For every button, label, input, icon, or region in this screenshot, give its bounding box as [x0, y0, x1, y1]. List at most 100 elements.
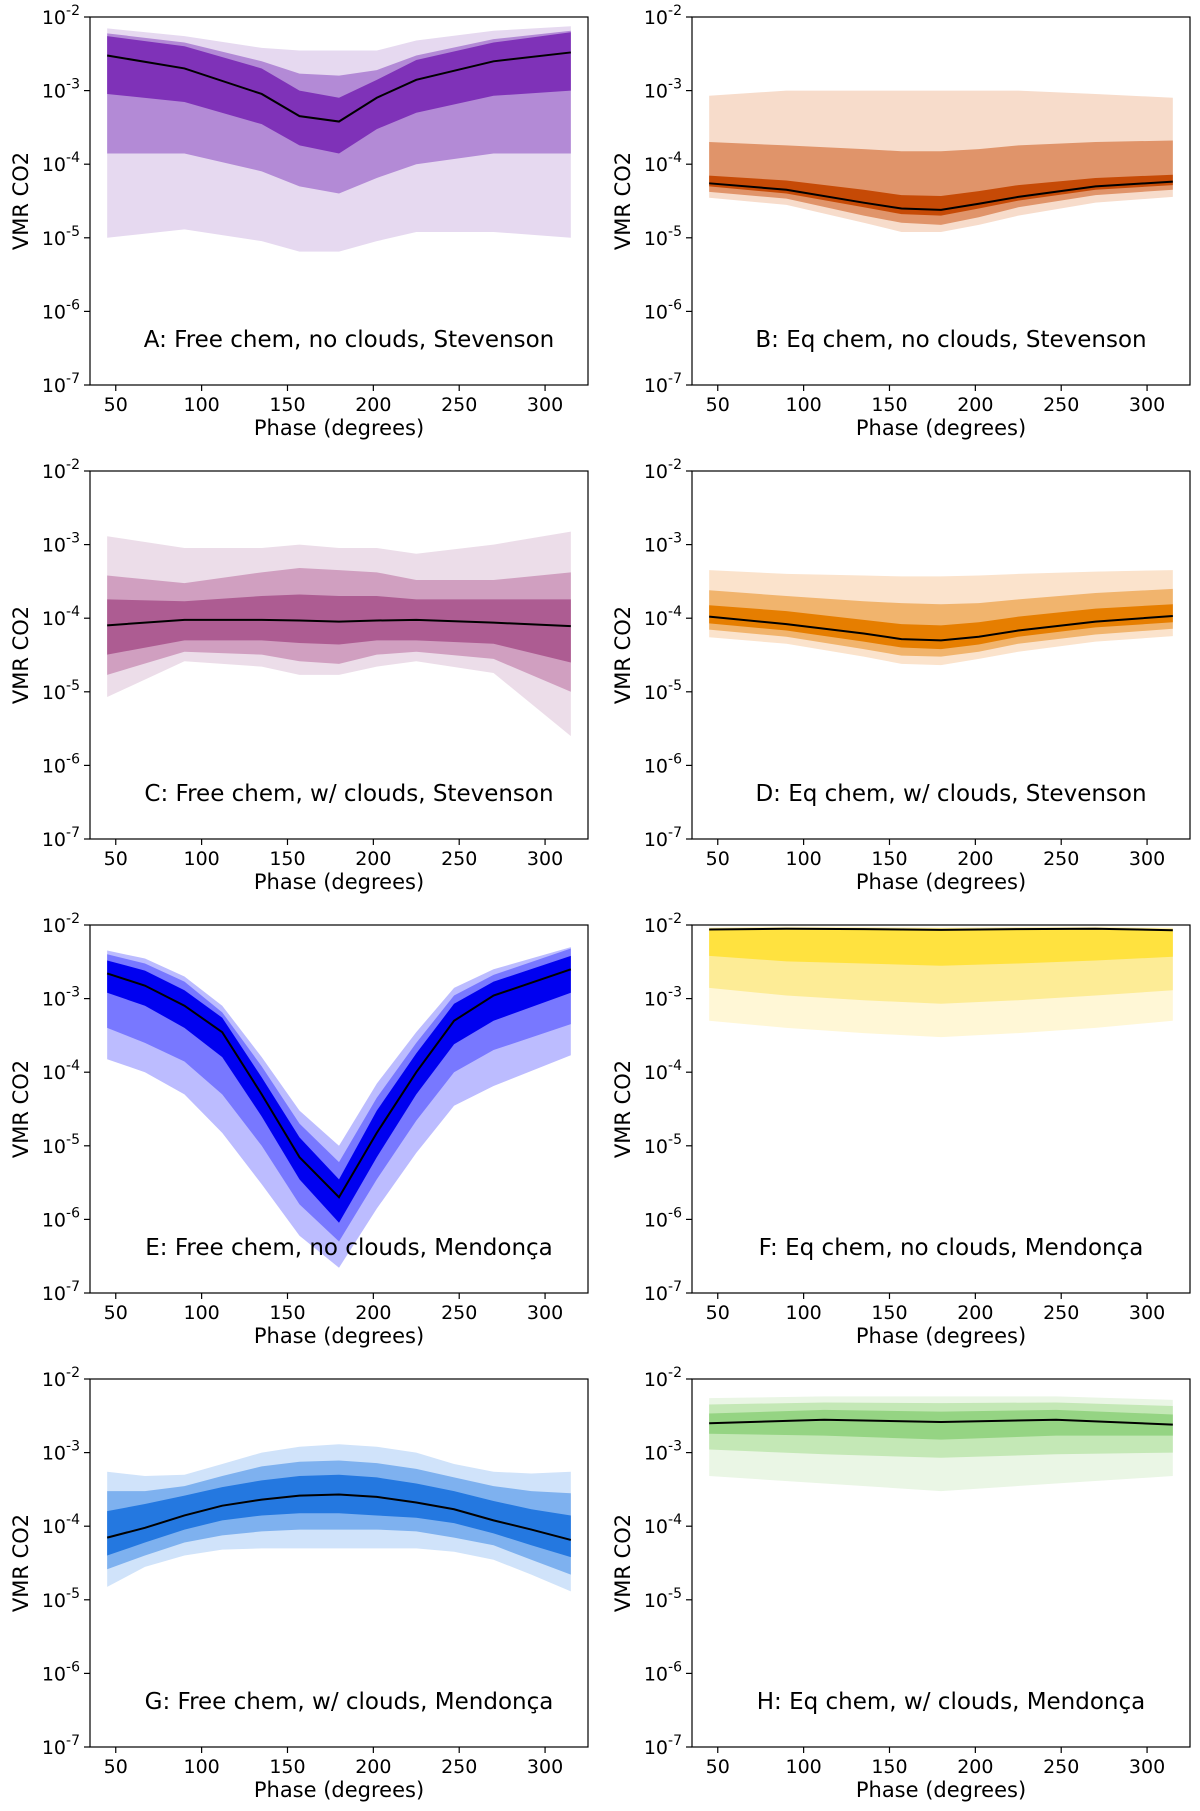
y-axis-label: VMR CO2 [611, 1514, 635, 1612]
panel-a: 50 100 150 200 250 300 10-7 10-6 10-5 10-4 10-3 10-… [9, 3, 589, 440]
x-tick-label: 300 [527, 394, 563, 416]
x-tick-label: 100 [785, 394, 821, 416]
x-tick-label: 250 [1043, 394, 1079, 416]
y-tick-label: 10-3 [42, 531, 80, 557]
panel-f: 50 100 150 200 250 300 10-7 10-6 10-5 10-4 10-3 10-… [611, 911, 1191, 1348]
plot-area [107, 26, 571, 252]
y-axis-label: VMR CO2 [9, 1514, 33, 1612]
x-tick-label: 50 [706, 1756, 730, 1778]
y-tick-label: 10-2 [42, 457, 80, 483]
y-tick-label: 10-7 [42, 1733, 80, 1759]
x-tick-label: 300 [527, 848, 563, 870]
x-tick-label: 150 [269, 394, 305, 416]
y-tick-label: 10-2 [644, 3, 682, 29]
x-tick-label: 150 [269, 1302, 305, 1324]
x-tick-label: 300 [527, 1302, 563, 1324]
y-tick-label: 10-2 [644, 1365, 682, 1391]
y-axis-label: VMR CO2 [9, 606, 33, 704]
y-tick-label: 10-7 [644, 1733, 682, 1759]
y-tick-label: 10-4 [42, 1512, 80, 1538]
y-axis-label: VMR CO2 [611, 1060, 635, 1158]
x-tick-label: 150 [871, 394, 907, 416]
band-1sigma [107, 955, 571, 1223]
x-axis-label: Phase (degrees) [254, 1324, 424, 1348]
y-tick-label: 10-6 [644, 751, 682, 777]
axes-frame [89, 16, 589, 386]
panel-annotation: F: Eq chem, no clouds, Mendonça [759, 1235, 1144, 1261]
x-tick-label: 200 [355, 1302, 391, 1324]
axes-frame [691, 470, 1191, 840]
y-axis-label: VMR CO2 [611, 606, 635, 704]
x-axis-label: Phase (degrees) [254, 416, 424, 440]
band-1sigma [107, 594, 571, 663]
median-line [107, 618, 571, 628]
plot-area [106, 947, 572, 1268]
x-axis-label: Phase (degrees) [856, 1778, 1026, 1802]
x-tick-label: 300 [527, 1756, 563, 1778]
x-tick-label: 200 [957, 394, 993, 416]
x-tick-label: 150 [871, 1302, 907, 1324]
x-tick-label: 100 [183, 848, 219, 870]
x-axis-label: Phase (degrees) [856, 870, 1026, 894]
y-tick-label: 10-7 [644, 825, 682, 851]
x-tick-label: 50 [706, 848, 730, 870]
x-tick-label: 200 [957, 848, 993, 870]
x-tick-label: 150 [871, 1756, 907, 1778]
y-tick-label: 10-2 [644, 457, 682, 483]
y-tick-label: 10-4 [644, 150, 682, 176]
x-tick-label: 50 [706, 394, 730, 416]
y-tick-label: 10-6 [42, 751, 80, 777]
band-2sigma [709, 140, 1173, 225]
y-tick-label: 10-4 [42, 1058, 80, 1084]
y-tick-label: 10-7 [42, 371, 80, 397]
x-tick-label: 100 [785, 1302, 821, 1324]
panel-e: 50 100 150 200 250 300 10-7 10-6 10-5 10-4 10-3 10-… [9, 911, 589, 1348]
band-1sigma [107, 32, 571, 154]
x-tick-label: 300 [1129, 848, 1165, 870]
x-tick-label: 250 [441, 1756, 477, 1778]
plot-area [107, 531, 571, 737]
x-tick-label: 300 [1129, 394, 1165, 416]
y-tick-label: 10-6 [42, 1659, 80, 1685]
band-1sigma [709, 928, 1173, 966]
band-1sigma [107, 1474, 571, 1558]
y-tick-label: 10-3 [644, 1439, 682, 1465]
y-tick-label: 10-5 [644, 1132, 682, 1158]
x-tick-label: 250 [1043, 848, 1079, 870]
y-tick-label: 10-2 [644, 911, 682, 937]
y-tick-label: 10-5 [42, 1132, 80, 1158]
x-axis-label: Phase (degrees) [254, 1778, 424, 1802]
panel-c: 50 100 150 200 250 300 10-7 10-6 10-5 10-4 10-3 10-… [9, 457, 589, 894]
axes-frame [89, 924, 589, 1294]
plot-area [709, 570, 1173, 666]
y-tick-label: 10-3 [42, 1439, 80, 1465]
y-tick-label: 10-4 [644, 1512, 682, 1538]
axes-frame [691, 924, 1191, 1294]
band-1sigma [709, 174, 1173, 216]
axes-frame [89, 470, 589, 840]
y-tick-label: 10-3 [644, 531, 682, 557]
x-tick-label: 150 [269, 1756, 305, 1778]
x-tick-label: 50 [706, 1302, 730, 1324]
x-tick-label: 200 [355, 394, 391, 416]
axes-frame [691, 1378, 1191, 1748]
panel-annotation: H: Eq chem, w/ clouds, Mendonça [757, 1689, 1146, 1715]
panel-g: 50 100 150 200 250 300 10-7 10-6 10-5 10-4 10-3 10-… [9, 1365, 589, 1802]
x-tick-label: 200 [957, 1756, 993, 1778]
panel-b: 50 100 150 200 250 300 10-7 10-6 10-5 10-4 10-3 10-… [611, 3, 1191, 440]
x-tick-label: 100 [183, 394, 219, 416]
x-axis-label: Phase (degrees) [856, 416, 1026, 440]
x-tick-label: 50 [104, 394, 128, 416]
x-tick-label: 300 [1129, 1302, 1165, 1324]
plot-area [709, 926, 1173, 1038]
y-axis-label: VMR CO2 [611, 152, 635, 250]
plot-area [709, 1396, 1173, 1492]
axes-frame [691, 16, 1191, 386]
x-tick-label: 250 [441, 394, 477, 416]
x-tick-label: 100 [183, 1756, 219, 1778]
x-tick-label: 200 [957, 1302, 993, 1324]
y-tick-label: 10-6 [644, 1205, 682, 1231]
median-line [709, 1418, 1173, 1426]
band-1sigma [709, 604, 1173, 650]
band-2sigma [709, 588, 1173, 657]
